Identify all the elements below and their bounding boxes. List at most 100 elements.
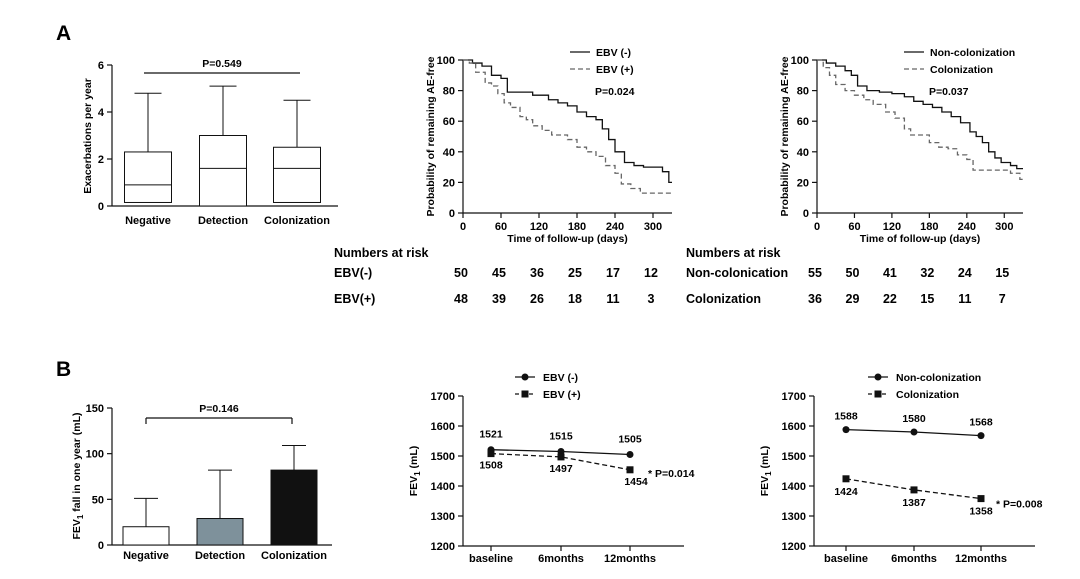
risk1-row-label: EBV(-) [334, 266, 372, 280]
km2-y-label: Probability of remaining AE-free [779, 56, 791, 216]
fev2-value-label: 1568 [969, 417, 993, 429]
fev2-x-tick-label: 6months [891, 553, 937, 565]
fev1-line-chart-ebv: 1200 1300 1400 1500 1600 1700 baseline 6months 1… [408, 372, 695, 565]
risk-table-colonization: Numbers at risk Non-colonication 55 50 41 32 2… [686, 246, 1009, 306]
km2-y-tick-label: 40 [797, 147, 809, 159]
bar-category-label: Negative [123, 550, 169, 562]
risk2-count: 50 [846, 266, 860, 280]
box-iqr [124, 151, 172, 203]
fev2-y-tick-label: 1500 [782, 451, 806, 463]
km1-legend-label: EBV (-) [596, 47, 631, 59]
bar-y-tick-label: 0 [98, 540, 104, 552]
km1-x-tick-label: 300 [644, 221, 662, 233]
fev2-marker [910, 428, 918, 436]
km2-y-tick-label: 0 [803, 208, 809, 220]
km2-series-line [817, 59, 1023, 170]
risk1-count: 48 [454, 292, 468, 306]
fev1-y-label: FEV1 (mL) [408, 446, 422, 497]
km1-x-tick-label: 180 [568, 221, 586, 233]
box-y-tick-label: 4 [98, 107, 105, 119]
fev1-y-tick-label: 1600 [431, 421, 455, 433]
km2-legend-label: Colonization [930, 64, 993, 76]
km2-x-tick-label: 120 [883, 221, 901, 233]
risk1-count: 18 [568, 292, 582, 306]
fev2-y-label: FEV1 (mL) [759, 446, 773, 497]
fev1-line-chart-colonization: 1200 1300 1400 1500 1600 1700 baseline 6months 1… [759, 372, 1043, 565]
risk1-count: 45 [492, 266, 506, 280]
km2-x-tick-label: 300 [995, 221, 1013, 233]
risk1-count: 39 [492, 292, 506, 306]
km1-y-tick-label: 60 [443, 116, 455, 128]
risk1-count: 11 [606, 292, 619, 306]
km1-series-line [463, 59, 672, 184]
km-curve-ebv: 0 20 40 60 80 100 0 60 120 180 240 300 Time of follo… [425, 47, 672, 245]
fev2-p-value: * P=0.008 [996, 499, 1043, 511]
risk2-count: 22 [883, 292, 897, 306]
exacerbation-boxplot: 0 2 4 6 Exacerbations per year Negative Detect… [82, 58, 338, 227]
fev1-value-label: 1508 [479, 460, 503, 472]
fev2-y-tick-label: 1700 [782, 391, 806, 403]
fev2-marker [977, 495, 985, 503]
fev2-value-label: 1387 [902, 497, 926, 509]
fev2-legend-label: Colonization [896, 389, 959, 401]
km2-x-label: Time of follow-up (days) [860, 233, 981, 245]
risk2-header: Numbers at risk [686, 246, 781, 260]
km1-x-label: Time of follow-up (days) [507, 233, 628, 245]
bar-p-value: P=0.146 [199, 403, 239, 415]
box-iqr [273, 146, 321, 203]
risk2-count: 11 [958, 292, 971, 306]
risk2-count: 29 [846, 292, 860, 306]
bar-0 [122, 526, 170, 546]
fev2-y-tick-label: 1300 [782, 511, 806, 523]
fev1-y-tick-label: 1500 [431, 451, 455, 463]
fev2-y-tick-label: 1200 [782, 541, 806, 553]
risk2-count: 32 [920, 266, 934, 280]
risk2-count: 36 [808, 292, 822, 306]
risk2-count: 24 [958, 266, 972, 280]
fev2-marker [842, 426, 850, 434]
km2-x-tick-label: 0 [814, 221, 820, 233]
risk1-count: 25 [568, 266, 582, 280]
km1-legend-label: EBV (+) [596, 64, 634, 76]
fev2-y-tick-label: 1400 [782, 481, 806, 493]
risk1-count: 50 [454, 266, 468, 280]
fev1-y-tick-label: 1400 [431, 481, 455, 493]
fev1-value-label: 1505 [618, 434, 642, 446]
box-y-tick-label: 0 [98, 201, 104, 213]
fev1-marker [487, 450, 495, 458]
risk1-count: 26 [530, 292, 544, 306]
bar-category-label: Detection [195, 550, 245, 562]
km1-x-tick-label: 240 [606, 221, 624, 233]
fev1-legend-marker [521, 390, 529, 398]
fev1-series-line [490, 452, 631, 471]
fev2-x-tick-label: baseline [824, 553, 868, 565]
risk2-count: 15 [920, 292, 934, 306]
bar-2 [270, 469, 318, 546]
fev2-y-tick-label: 1600 [782, 421, 806, 433]
km1-y-tick-label: 80 [443, 86, 455, 98]
fev1-marker [557, 448, 565, 455]
panel-label-a: A [56, 22, 71, 45]
km1-y-tick-label: 0 [449, 208, 455, 220]
fev1-legend-label: EBV (+) [543, 389, 581, 401]
fev1-y-tick-label: 1700 [431, 391, 455, 403]
fev1-value-label: 1454 [624, 476, 648, 488]
risk1-count: 17 [606, 266, 620, 280]
km1-y-tick-label: 40 [443, 147, 455, 159]
fev1-p-value: * P=0.014 [648, 468, 695, 480]
km1-x-tick-label: 0 [460, 221, 466, 233]
fev2-marker [910, 486, 918, 494]
km2-y-tick-label: 20 [797, 177, 809, 189]
risk2-count: 55 [808, 266, 822, 280]
fev1-marker [557, 453, 565, 461]
km1-x-tick-label: 120 [530, 221, 548, 233]
risk2-row-label: Colonization [686, 292, 761, 306]
fev1-x-tick-label: 6months [538, 553, 584, 565]
km1-p-value: P=0.024 [595, 86, 635, 98]
fev2-value-label: 1588 [834, 411, 858, 423]
km1-y-tick-label: 100 [437, 55, 455, 67]
risk1-count: 3 [648, 292, 655, 306]
box-p-value: P=0.549 [202, 58, 242, 70]
